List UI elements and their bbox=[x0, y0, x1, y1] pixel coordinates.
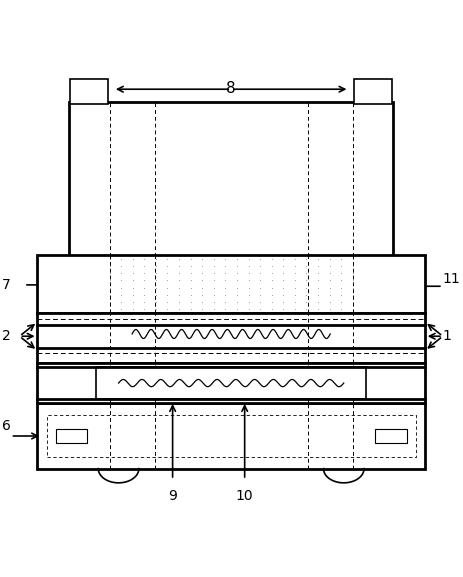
Text: 10: 10 bbox=[235, 489, 253, 503]
Bar bbox=[69, 102, 393, 304]
Text: 11: 11 bbox=[442, 272, 460, 287]
Bar bbox=[96, 368, 365, 399]
Bar bbox=[38, 313, 424, 363]
Text: 6: 6 bbox=[1, 419, 11, 433]
Bar bbox=[38, 363, 424, 403]
Bar bbox=[375, 429, 406, 443]
Text: 7: 7 bbox=[2, 278, 11, 292]
Bar bbox=[353, 79, 391, 104]
Text: 2: 2 bbox=[2, 329, 11, 343]
Bar bbox=[56, 429, 87, 443]
Text: 9: 9 bbox=[168, 489, 177, 503]
Text: 8: 8 bbox=[226, 81, 236, 96]
Bar bbox=[38, 254, 424, 313]
Bar bbox=[38, 403, 424, 469]
Text: 1: 1 bbox=[442, 329, 451, 343]
Bar bbox=[70, 79, 108, 104]
